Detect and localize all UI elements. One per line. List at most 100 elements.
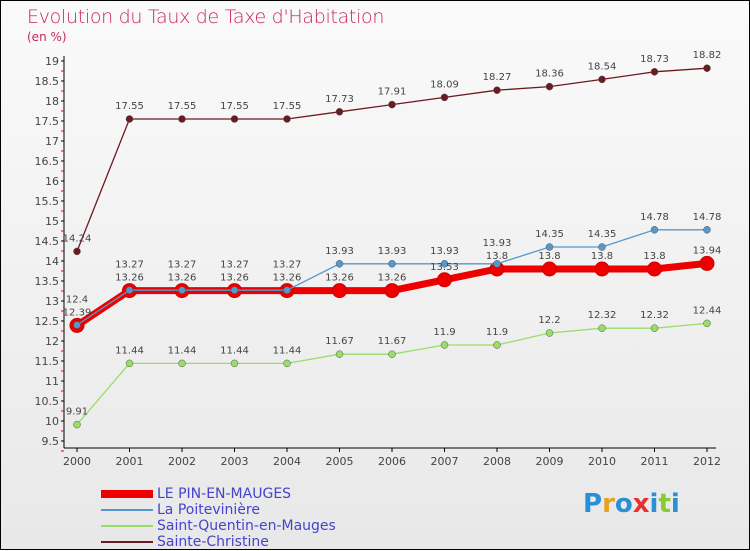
data-label: 12.2	[538, 315, 560, 326]
data-point	[178, 359, 186, 368]
data-label: 13.93	[430, 246, 459, 257]
y-tick-label: 12	[45, 335, 59, 348]
data-point	[230, 115, 239, 123]
data-point	[542, 261, 557, 277]
legend-label: La Poitevinière	[157, 502, 260, 518]
data-point	[384, 283, 400, 299]
data-point	[493, 341, 501, 349]
y-tick-label: 15	[45, 215, 59, 228]
data-label: 11.67	[378, 336, 407, 347]
data-label: 13.26	[273, 273, 302, 284]
data-label: 12.4	[66, 294, 88, 305]
legend-item: Saint-Quentin-en-Mauges	[101, 518, 336, 534]
data-label: 17.55	[273, 101, 302, 112]
data-point	[440, 93, 449, 102]
data-point	[598, 324, 606, 332]
data-label: 12.44	[693, 305, 722, 316]
y-tick-label: 10.5	[35, 395, 60, 408]
y-tick-label: 13.5	[35, 275, 60, 288]
data-label: 12.32	[588, 310, 617, 321]
data-label: 17.55	[115, 101, 144, 112]
data-label: 13.27	[168, 260, 197, 271]
data-label: 17.55	[168, 101, 197, 112]
legend-item: Sainte-Christine	[101, 534, 336, 550]
data-point	[125, 286, 134, 294]
proxiti-logo: Proxiti	[583, 489, 680, 519]
y-tick-label: 10	[45, 415, 59, 428]
data-label: 17.91	[378, 87, 407, 98]
data-point	[650, 226, 659, 234]
data-point	[335, 108, 344, 116]
data-point	[125, 359, 134, 368]
legend-label: Sainte-Christine	[157, 534, 269, 550]
data-label: 11.9	[433, 327, 455, 338]
y-tick-label: 9.5	[42, 435, 60, 448]
data-label: 18.09	[430, 79, 459, 90]
x-tick-label: 2000	[63, 455, 91, 468]
legend-swatch	[101, 509, 153, 511]
data-point	[493, 260, 501, 268]
data-label: 18.36	[535, 69, 564, 80]
data-label: 18.27	[483, 72, 512, 83]
data-label: 18.73	[640, 54, 669, 65]
y-tick-label: 18	[45, 95, 59, 108]
x-tick-label: 2003	[221, 455, 249, 468]
data-point	[545, 329, 554, 337]
data-point	[230, 359, 239, 368]
data-label: 14.35	[588, 229, 617, 240]
data-point	[699, 255, 715, 271]
data-label: 11.44	[115, 345, 144, 356]
y-tick-label: 16	[45, 175, 59, 188]
x-tick-label: 2004	[273, 455, 301, 468]
data-label: 13.26	[168, 273, 197, 284]
data-label: 11.44	[273, 345, 302, 356]
data-point	[598, 75, 606, 84]
data-point	[440, 260, 449, 268]
x-tick-label: 2012	[693, 455, 721, 468]
data-label: 13.27	[273, 260, 302, 271]
data-label: 11.9	[486, 327, 508, 338]
data-label: 13.8	[643, 251, 665, 262]
data-point	[650, 68, 659, 76]
data-point	[545, 82, 554, 91]
x-tick-label: 2006	[378, 455, 406, 468]
data-point	[335, 260, 344, 268]
data-label: 14.24	[63, 233, 92, 244]
chart-title: Evolution du Taux de Taxe d'Habitation	[27, 6, 385, 28]
data-point	[647, 261, 662, 277]
data-label: 13.27	[115, 260, 144, 271]
data-label: 13.8	[591, 251, 613, 262]
data-label: 18.82	[693, 50, 722, 61]
y-tick-label: 13	[45, 295, 59, 308]
data-label: 17.73	[325, 94, 354, 105]
data-point	[125, 115, 134, 123]
y-tick-label: 16.5	[35, 155, 60, 168]
data-point	[388, 260, 396, 268]
data-label: 13.8	[486, 251, 508, 262]
chart-subtitle: (en %)	[27, 30, 67, 44]
data-label: 13.26	[325, 273, 354, 284]
data-point	[283, 286, 291, 294]
x-tick-label: 2007	[431, 455, 459, 468]
y-tick-label: 17.5	[35, 115, 60, 128]
x-tick-label: 2011	[641, 455, 669, 468]
data-label: 13.26	[115, 273, 144, 284]
y-tick-label: 11.5	[35, 355, 60, 368]
y-tick-label: 12.5	[35, 315, 60, 328]
data-point	[230, 286, 239, 294]
data-point	[703, 64, 711, 72]
data-label: 12.39	[63, 307, 92, 318]
data-point	[545, 243, 554, 251]
x-tick-label: 2002	[168, 455, 196, 468]
data-point	[388, 100, 396, 109]
y-tick-label: 11	[45, 375, 59, 388]
data-point	[73, 247, 81, 256]
data-point	[493, 86, 501, 94]
data-label: 13.27	[220, 260, 249, 271]
data-label: 11.44	[168, 345, 197, 356]
legend: LE PIN-EN-MAUGES La Poitevinière Saint-Que…	[101, 486, 336, 550]
data-label: 18.54	[588, 61, 617, 72]
legend-item: LE PIN-EN-MAUGES	[101, 486, 336, 502]
